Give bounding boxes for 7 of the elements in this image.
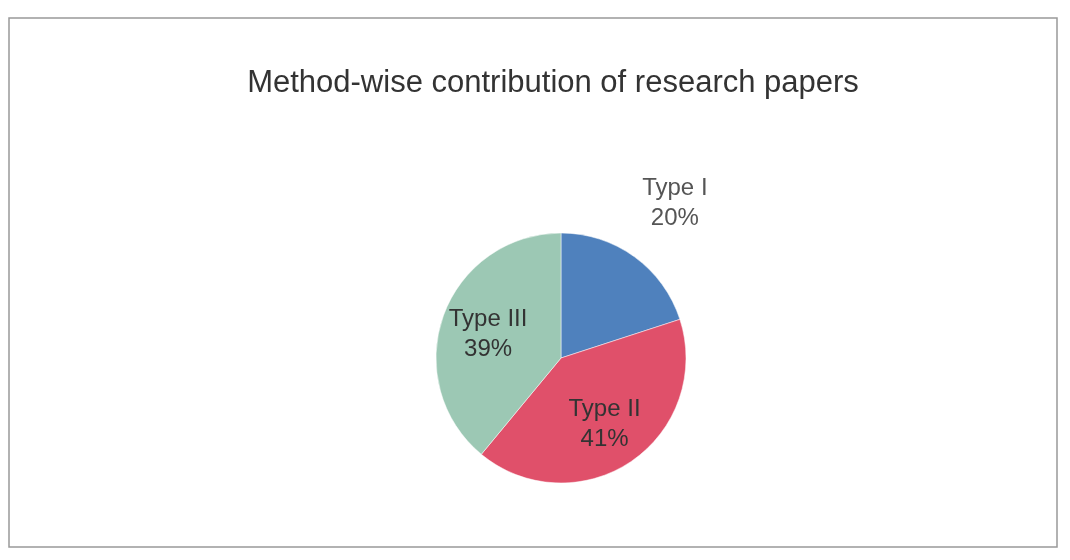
- data-label: 20%: [650, 203, 699, 231]
- slice-label: Type I: [642, 173, 708, 201]
- slice-label: Type II: [568, 394, 641, 422]
- slice-label: Type III: [448, 303, 528, 331]
- data-label: 39%: [464, 333, 513, 361]
- data-label: 41%: [580, 424, 629, 452]
- chart-title: Method-wise contribution of research papers: [247, 64, 859, 99]
